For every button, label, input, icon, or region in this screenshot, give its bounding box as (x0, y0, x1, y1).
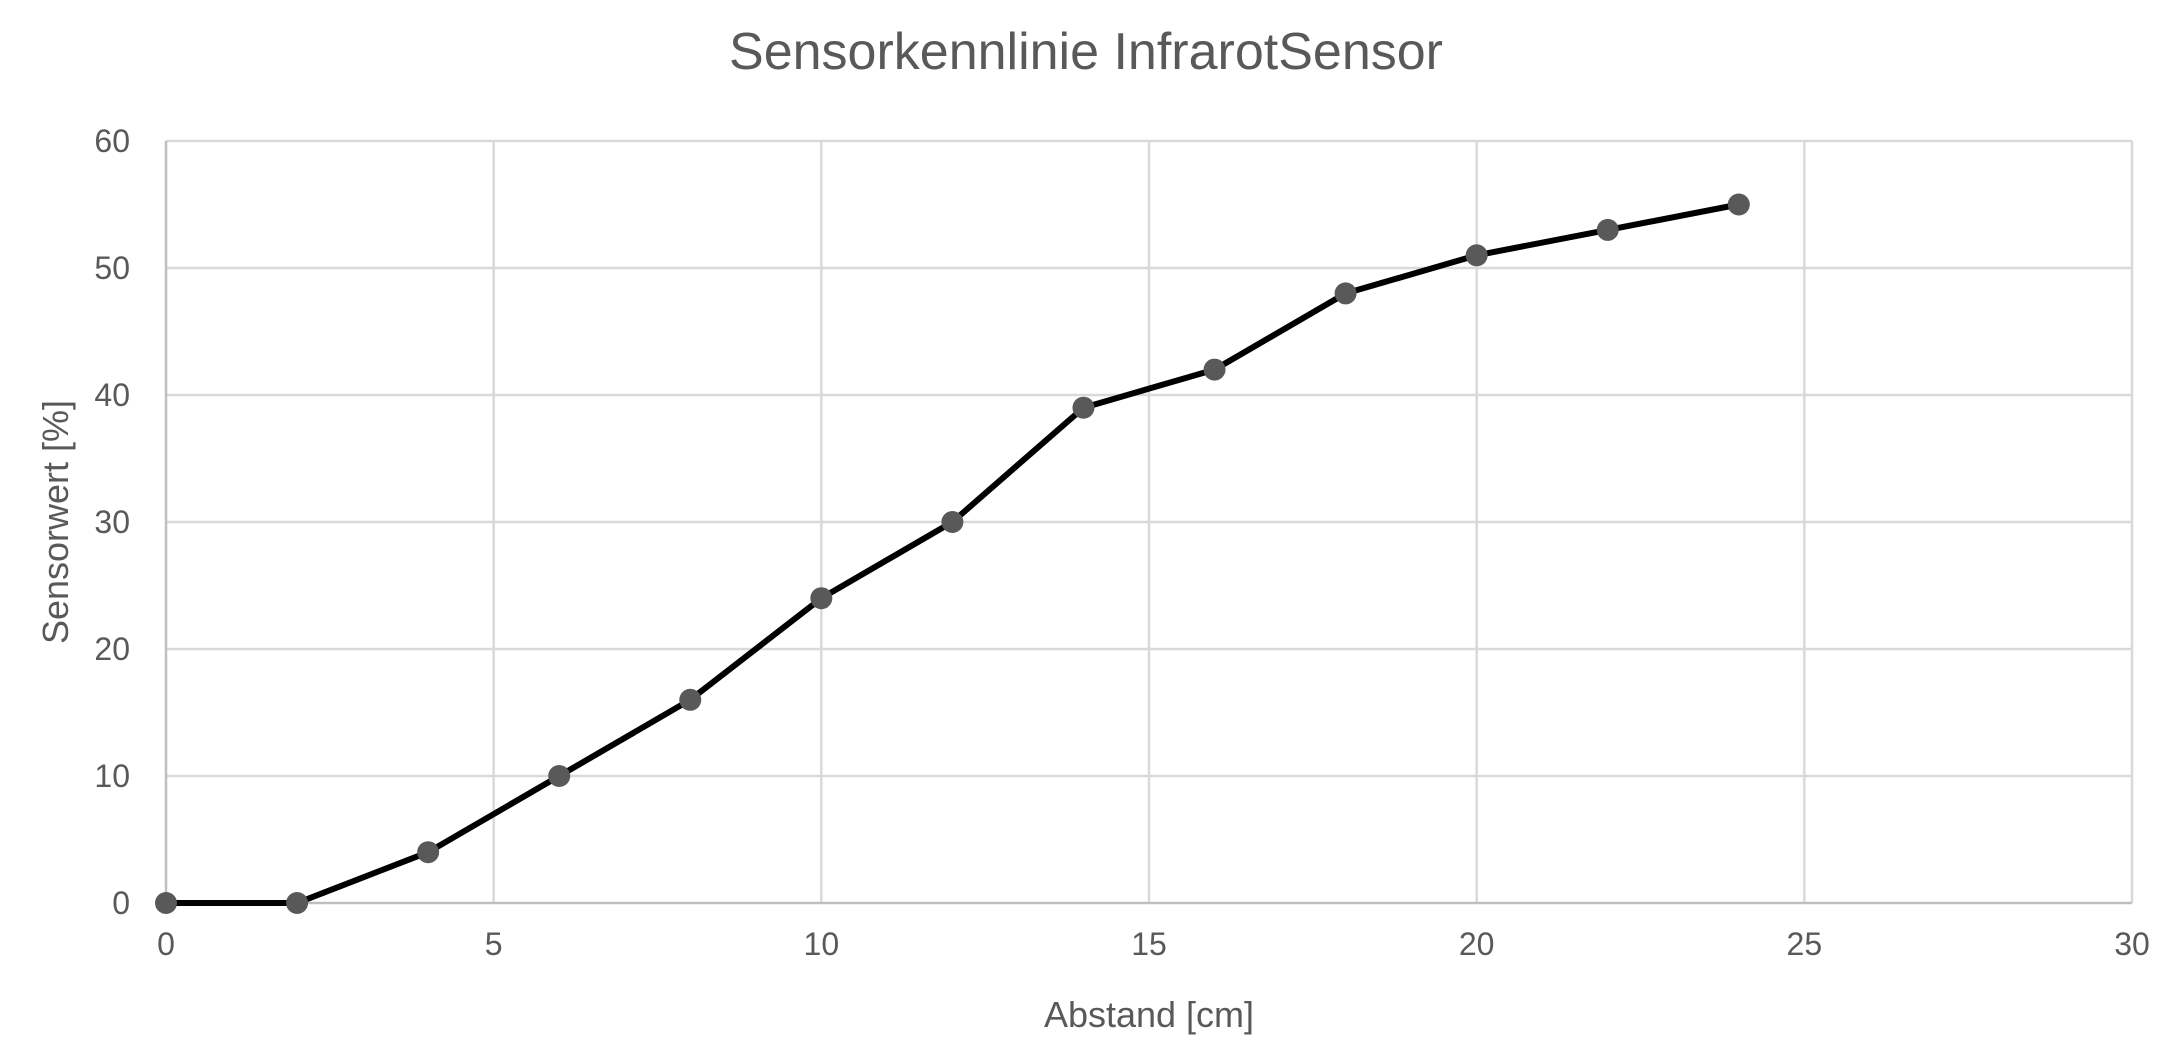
y-tick-label: 0 (112, 885, 130, 921)
data-point (286, 892, 309, 914)
x-tick-label: 25 (1787, 926, 1823, 962)
y-tick-label: 10 (94, 758, 130, 794)
data-point (1465, 244, 1488, 267)
data-point (1727, 193, 1750, 216)
tick-labels: 0 5 10 15 20 25 30 0 10 20 30 40 50 60 (94, 123, 2149, 962)
data-point (941, 511, 964, 533)
y-tick-label: 60 (94, 123, 130, 159)
data-point (1072, 396, 1095, 419)
data-point (1334, 282, 1357, 305)
x-tick-label: 15 (1131, 926, 1167, 962)
series (155, 193, 1750, 914)
data-point (1203, 358, 1226, 381)
data-point (679, 688, 702, 711)
data-point (1596, 218, 1619, 241)
chart-title: Sensorkennlinie InfrarotSensor (729, 23, 1443, 81)
data-point (155, 892, 177, 914)
x-tick-label: 10 (804, 926, 840, 962)
axes (164, 141, 2132, 905)
y-axis-title: Sensorwert [%] (35, 400, 76, 644)
x-tick-label: 5 (485, 926, 503, 962)
x-axis-title: Abstand [cm] (1044, 994, 1254, 1035)
y-tick-label: 30 (94, 504, 130, 540)
x-tick-label: 30 (2114, 926, 2150, 962)
y-tick-label: 50 (94, 250, 130, 286)
data-point (810, 587, 833, 610)
x-tick-label: 20 (1459, 926, 1495, 962)
grid (166, 139, 2134, 903)
x-tick-label: 0 (157, 926, 175, 962)
y-tick-label: 20 (94, 631, 130, 667)
data-point (548, 765, 571, 787)
y-tick-label: 40 (94, 377, 130, 413)
data-point (417, 841, 440, 864)
series-line (163, 201, 1742, 906)
